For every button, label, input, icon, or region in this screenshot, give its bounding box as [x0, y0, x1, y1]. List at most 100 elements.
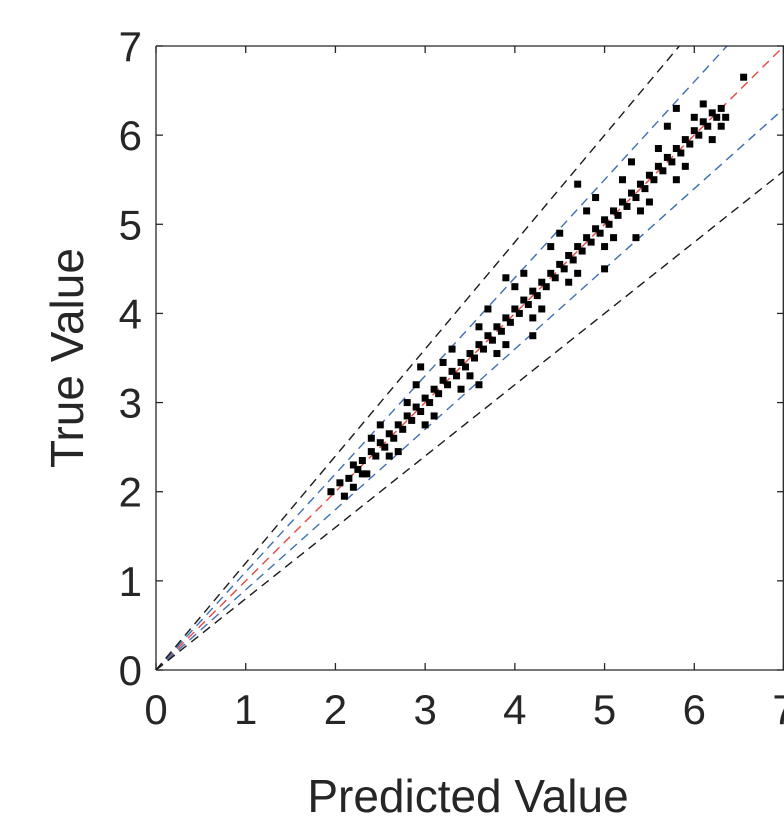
data-point [466, 372, 474, 380]
data-point [327, 488, 335, 496]
data-point [672, 176, 680, 184]
data-point [506, 318, 514, 326]
data-point [614, 211, 622, 219]
data-point [717, 122, 725, 130]
data-point [690, 113, 698, 121]
y-axis-label: True Value [41, 248, 93, 468]
reference-line-slope-0-9 [155, 107, 784, 671]
data-point [484, 332, 492, 340]
data-point [601, 243, 609, 251]
data-point [663, 122, 671, 130]
data-point [511, 283, 519, 291]
data-point [565, 278, 573, 286]
data-point [412, 381, 420, 389]
reference-line-slope-1 [155, 45, 784, 671]
data-point [632, 234, 640, 242]
reference-line-slope-1-2 [155, 45, 680, 671]
data-point [403, 412, 411, 420]
data-point [596, 229, 604, 237]
data-point [699, 100, 707, 108]
data-point [627, 158, 635, 166]
data-point [381, 443, 389, 451]
data-point [403, 399, 411, 407]
x-tick-label: 2 [324, 686, 347, 733]
y-tick-label: 7 [119, 23, 142, 70]
x-tick-label: 0 [144, 686, 167, 733]
y-tick-label: 0 [119, 647, 142, 694]
data-point [668, 158, 676, 166]
data-point [493, 350, 501, 358]
data-point [610, 207, 618, 215]
data-point [345, 474, 353, 482]
data-point [426, 399, 434, 407]
data-point [336, 479, 344, 487]
data-point [605, 220, 613, 228]
data-point [502, 274, 510, 282]
data-point [592, 194, 600, 202]
data-point [583, 207, 591, 215]
data-point [385, 430, 393, 438]
data-point [448, 345, 456, 353]
data-point [444, 381, 452, 389]
data-point [515, 309, 523, 317]
data-point [601, 216, 609, 224]
data-point [529, 332, 537, 340]
data-point [421, 394, 429, 402]
data-point [690, 127, 698, 135]
data-point [654, 162, 662, 170]
data-point [542, 283, 550, 291]
data-point [484, 305, 492, 313]
data-point [672, 104, 680, 112]
data-point [560, 265, 568, 273]
data-point [394, 421, 402, 429]
data-point [574, 269, 582, 277]
data-point [439, 358, 447, 366]
data-point [686, 140, 694, 148]
data-point [399, 425, 407, 433]
reference-lines [155, 45, 784, 671]
y-tick-label: 1 [119, 558, 142, 605]
scatter-points [327, 73, 748, 500]
data-point [488, 336, 496, 344]
data-point [713, 113, 721, 121]
data-point [695, 131, 703, 139]
y-tick-label: 4 [119, 290, 142, 337]
data-point [551, 274, 559, 282]
data-point [641, 185, 649, 193]
data-point [340, 492, 348, 500]
data-point [475, 323, 483, 331]
data-point [529, 287, 537, 295]
data-point [520, 269, 528, 277]
data-point [367, 448, 375, 456]
x-tick-label: 6 [683, 686, 706, 733]
data-point [636, 180, 644, 188]
data-point [654, 145, 662, 153]
y-tick-label: 3 [119, 380, 142, 427]
data-point [681, 162, 689, 170]
data-point [520, 296, 528, 304]
data-point [502, 341, 510, 349]
data-point [708, 109, 716, 117]
data-point [358, 457, 366, 465]
data-point [704, 122, 712, 130]
data-point [740, 73, 748, 81]
data-point [358, 470, 366, 478]
data-point [722, 113, 730, 121]
data-point [497, 327, 505, 335]
data-point [677, 149, 685, 157]
data-point [408, 416, 416, 424]
data-point [708, 136, 716, 144]
y-tick-label: 5 [119, 201, 142, 248]
data-point [672, 145, 680, 153]
data-point [363, 470, 371, 478]
data-point [435, 390, 443, 398]
reference-line-slope-0-8 [155, 170, 784, 671]
data-point [538, 278, 546, 286]
data-point [587, 238, 595, 246]
data-point [659, 167, 667, 175]
data-point [475, 341, 483, 349]
data-point [349, 483, 357, 491]
data-point [511, 305, 519, 313]
data-point [466, 350, 474, 358]
